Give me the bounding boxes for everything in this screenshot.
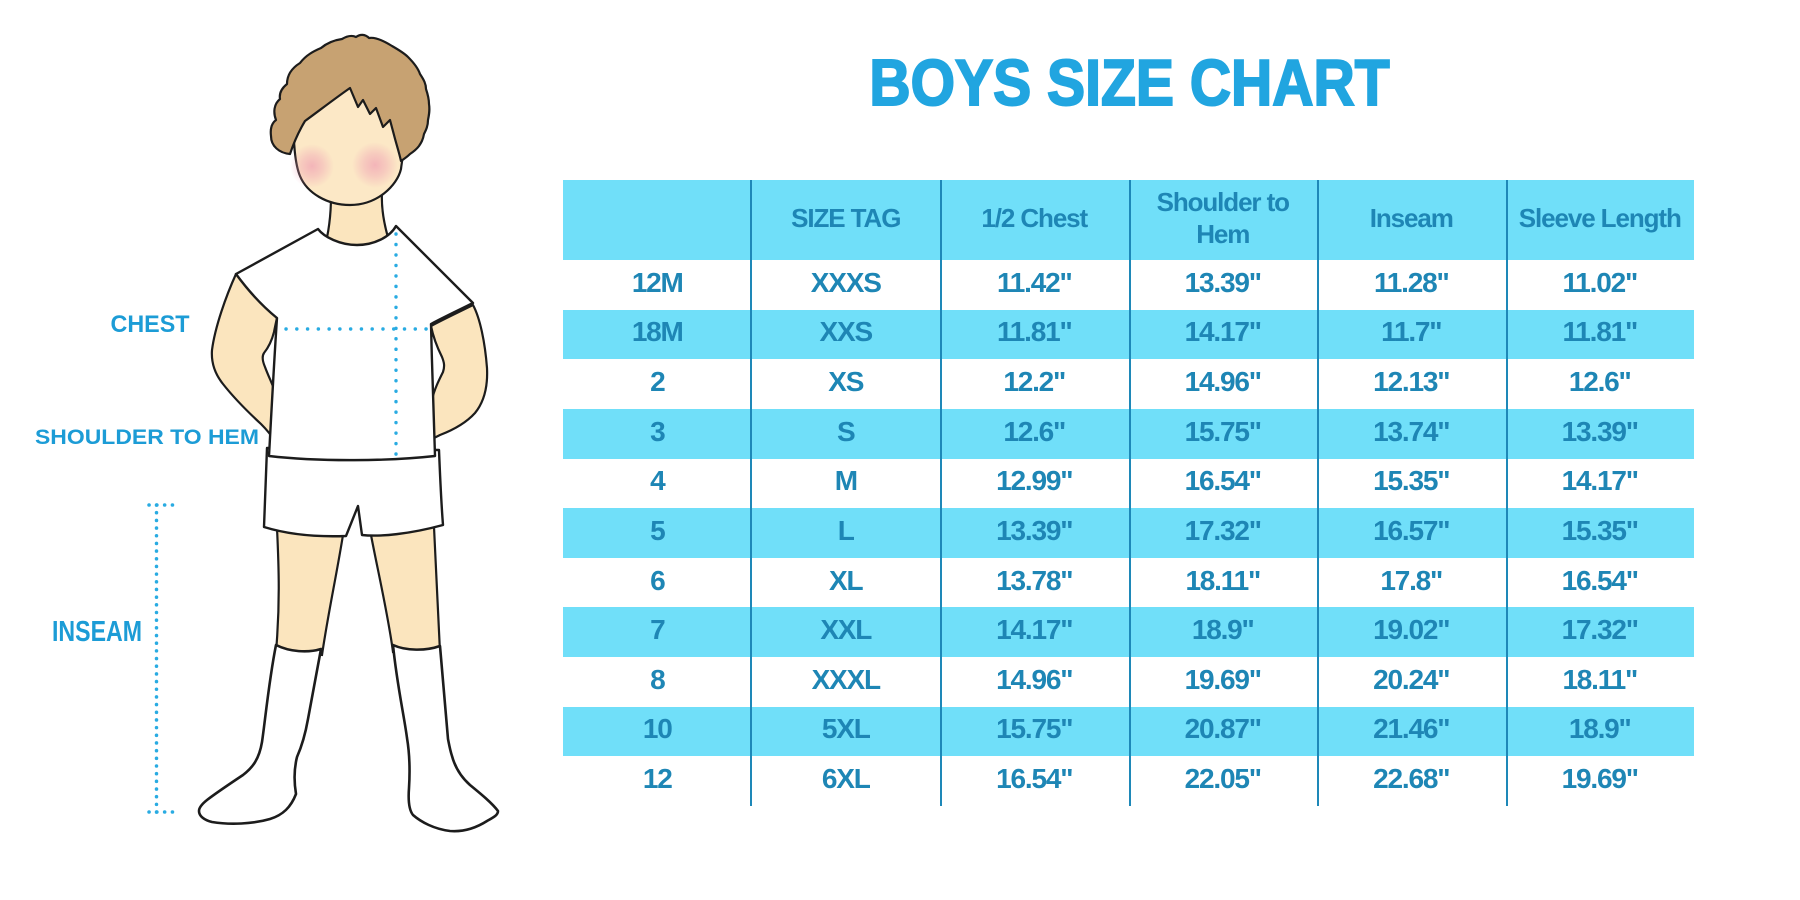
svg-text:SHOULDER TO HEM: SHOULDER TO HEM <box>35 426 259 449</box>
svg-text:CHEST: CHEST <box>111 311 190 338</box>
svg-text:INSEAM: INSEAM <box>52 616 142 648</box>
